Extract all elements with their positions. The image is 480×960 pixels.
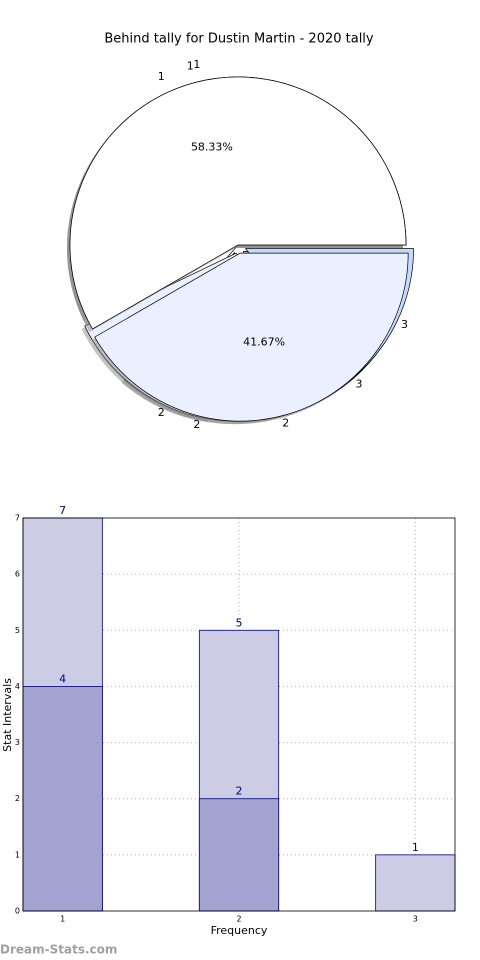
x-axis-label: Frequency xyxy=(211,924,268,937)
y-tick-label: 4 xyxy=(15,682,20,691)
y-tick-label: 0 xyxy=(15,907,20,916)
pie-pct-label: 41.67% xyxy=(243,335,285,348)
plot-frame xyxy=(22,517,456,912)
x-tick-label: 1 xyxy=(60,915,65,924)
x-tick-label: 2 xyxy=(236,915,241,924)
y-tick-label: 5 xyxy=(15,626,20,635)
pie-title: Behind tally for Dustin Martin - 2020 ta… xyxy=(104,32,374,47)
y-tick-label: 2 xyxy=(15,794,20,803)
bar-value-label: 4 xyxy=(59,672,66,685)
y-tick-label: 3 xyxy=(15,738,20,747)
pie-label: 2 xyxy=(282,417,289,430)
pie: 163.64%29.09%327.27%157.14%228.57%314.29… xyxy=(67,58,414,431)
watermark: Dream-Stats.com xyxy=(0,943,117,957)
bar-value-label: 1 xyxy=(412,841,419,854)
pie-label: 3 xyxy=(356,378,363,391)
pie-label: 1 xyxy=(193,58,200,71)
x-tick-label: 3 xyxy=(413,915,418,924)
bar-chart: 0 1 2 3 4 5 6 7 1 2 3 7 5 1 4 2 xyxy=(15,504,456,924)
bar-value-label: 2 xyxy=(236,785,243,798)
y-axis-label: Stat Intervals xyxy=(1,678,14,752)
bar xyxy=(375,854,456,912)
bar-value-label: 7 xyxy=(59,504,66,517)
y-tick-label: 6 xyxy=(15,570,20,579)
pie-wedge xyxy=(94,252,409,422)
bar xyxy=(198,798,280,912)
bar-value-label: 5 xyxy=(236,616,243,629)
pie-label: 2 xyxy=(193,418,200,431)
pie-label: 3 xyxy=(401,318,408,331)
pie-wedge xyxy=(69,76,407,330)
bar xyxy=(22,686,103,912)
pie-pct-label: 58.33% xyxy=(191,141,233,154)
pie-label: 1 xyxy=(158,70,165,83)
pie-label: 2 xyxy=(158,406,165,419)
pie-label: 1 xyxy=(187,59,194,72)
y-tick-label: 7 xyxy=(15,514,20,523)
y-tick-label: 1 xyxy=(15,850,20,859)
